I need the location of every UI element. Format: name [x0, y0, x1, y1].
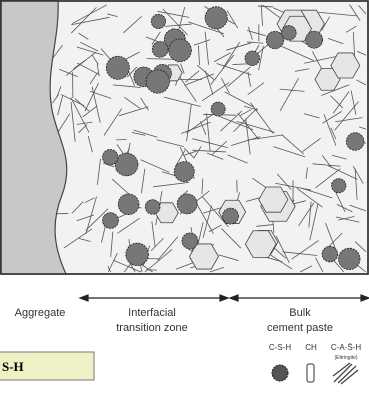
diagram: Aggregate Interfacial transition zone Bu… [0, 0, 369, 401]
texture [223, 208, 239, 224]
legend-label: C-S-H [269, 343, 291, 352]
legend-note: (Ettringite) [334, 355, 357, 361]
texture [174, 162, 194, 182]
texture [152, 41, 168, 57]
texture [211, 102, 225, 116]
texture [118, 194, 139, 215]
texture [346, 133, 364, 151]
texture [266, 31, 283, 48]
texture [169, 39, 192, 62]
texture [245, 51, 260, 66]
aggregate-label: Aggregate [15, 307, 66, 319]
box-label: S-H [2, 359, 24, 374]
texture [306, 31, 323, 48]
texture [103, 149, 118, 164]
texture [146, 70, 169, 93]
texture [205, 7, 227, 29]
texture [182, 233, 198, 249]
bulk-label: Bulk [289, 307, 311, 319]
texture [282, 26, 297, 41]
texture [115, 153, 138, 176]
texture [339, 248, 360, 269]
csh-icon [272, 365, 288, 381]
texture [103, 213, 119, 229]
texture [145, 200, 160, 215]
legend-label: CH [305, 343, 317, 352]
legend-label: C-A-S̄-H [331, 343, 361, 352]
texture [106, 56, 129, 79]
itz-label: Interfacial [128, 307, 176, 319]
bulk-label: cement paste [267, 322, 333, 334]
texture [322, 246, 338, 262]
texture [177, 194, 197, 214]
texture [151, 14, 165, 28]
ch-icon [307, 364, 314, 382]
texture [126, 243, 149, 266]
texture [332, 179, 346, 193]
itz-label: transition zone [116, 322, 188, 334]
